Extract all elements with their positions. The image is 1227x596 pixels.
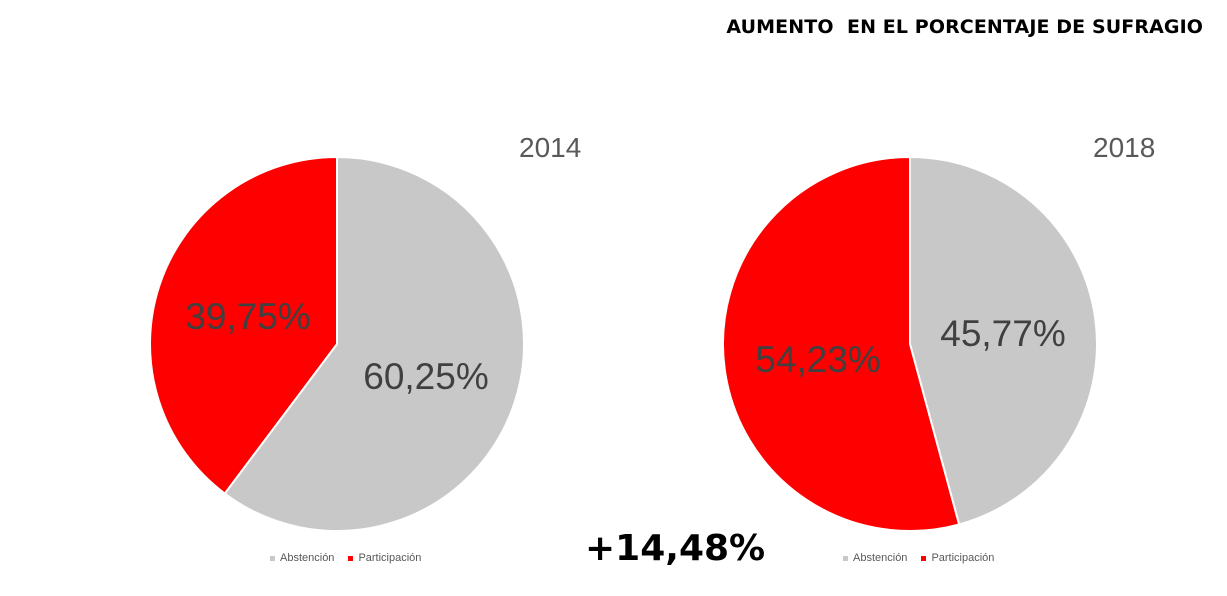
chart-title: 2014 [519,132,582,163]
legend-swatch-participacion [921,555,927,561]
chart-legend: Abstención Participación [270,552,421,564]
slice-data-label: 39,75% [185,296,311,337]
pie-slice-abstencion [223,156,525,532]
legend-swatch-abstencion [270,555,275,561]
legend-label: Participación [358,552,422,564]
change-label: +14,48% [585,528,766,569]
legend-item-participacion: Participación [921,552,994,564]
legend-item-participacion: Participación [348,552,421,564]
slice-data-label: 54,23% [755,339,881,380]
slice-data-label: 60,25% [363,356,489,397]
legend-label: Abstención [280,552,335,564]
page-title: AUMENTO EN EL PORCENTAJE DE SUFRAGIO [726,16,1203,38]
slice-data-label: 45,77% [940,313,1066,354]
pie-slice-abstencion [909,156,1098,526]
chart-legend: Abstención Participación [843,552,994,564]
pie-svg [149,156,525,532]
legend-item-abstencion: Abstención [843,552,907,564]
pie-slice-participacion [149,156,338,495]
pie-slice-participacion [721,156,961,532]
legend-item-abstencion: Abstención [270,552,334,564]
legend-swatch-abstencion [843,555,848,561]
chart-title: 2018 [1093,132,1156,163]
legend-label: Abstención [853,552,908,564]
legend-swatch-participacion [348,555,354,561]
legend-label: Participación [931,552,995,564]
